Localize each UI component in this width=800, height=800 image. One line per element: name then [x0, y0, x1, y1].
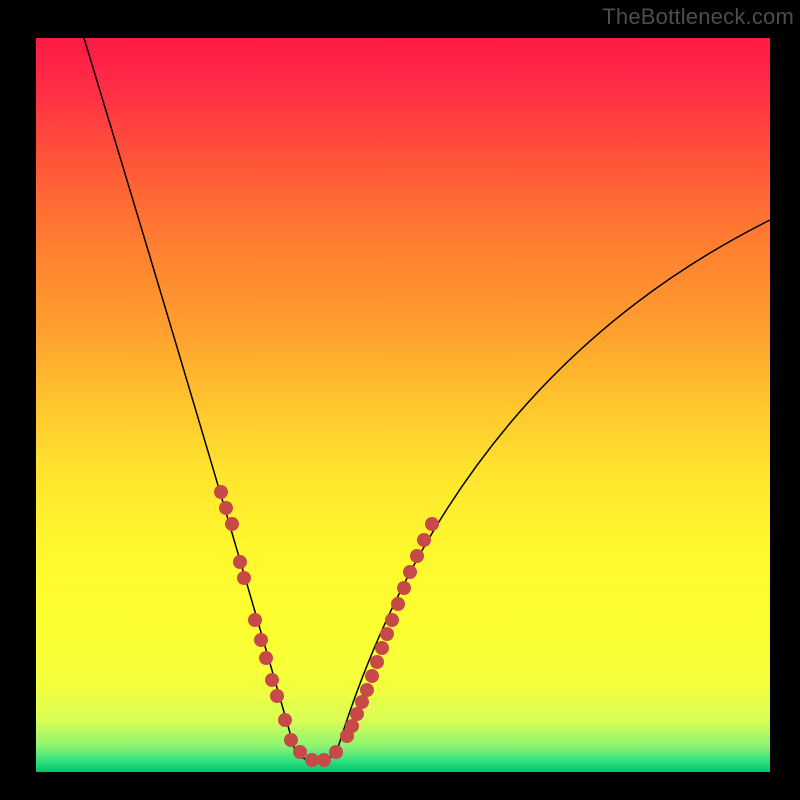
marker-dot	[214, 485, 228, 499]
marker-dot	[385, 613, 399, 627]
marker-dot	[360, 683, 374, 697]
marker-dot	[397, 581, 411, 595]
marker-dot	[270, 689, 284, 703]
marker-dot	[370, 655, 384, 669]
marker-dot	[391, 597, 405, 611]
marker-group	[214, 485, 439, 767]
marker-dot	[375, 641, 389, 655]
marker-dot	[284, 733, 298, 747]
marker-dot	[259, 651, 273, 665]
marker-dot	[237, 571, 251, 585]
marker-dot	[254, 633, 268, 647]
marker-dot	[345, 719, 359, 733]
chart-stage: TheBottleneck.com	[0, 0, 800, 800]
marker-dot	[425, 517, 439, 531]
marker-dot	[417, 533, 431, 547]
marker-dot	[248, 613, 262, 627]
marker-dot	[233, 555, 247, 569]
marker-dot	[350, 707, 364, 721]
marker-dot	[278, 713, 292, 727]
curve-layer	[0, 0, 800, 800]
marker-dot	[293, 745, 307, 759]
left-curve	[84, 38, 296, 754]
marker-dot	[380, 627, 394, 641]
marker-dot	[265, 673, 279, 687]
marker-dot	[317, 753, 331, 767]
marker-dot	[225, 517, 239, 531]
marker-dot	[355, 695, 369, 709]
marker-dot	[305, 753, 319, 767]
right-curve	[336, 220, 770, 754]
marker-dot	[410, 549, 424, 563]
marker-dot	[219, 501, 233, 515]
marker-dot	[365, 669, 379, 683]
marker-dot	[329, 745, 343, 759]
marker-dot	[403, 565, 417, 579]
